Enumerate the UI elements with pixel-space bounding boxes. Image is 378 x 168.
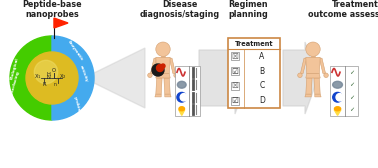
Text: ✓: ✓: [349, 82, 354, 87]
Text: Biological: Biological: [10, 56, 20, 79]
Polygon shape: [156, 57, 170, 74]
Text: ☒: ☒: [232, 52, 239, 61]
Polygon shape: [306, 57, 320, 74]
FancyBboxPatch shape: [330, 66, 358, 116]
Text: B: B: [259, 67, 264, 76]
Text: ☑: ☑: [232, 96, 239, 105]
Polygon shape: [199, 42, 248, 114]
Text: Disease
diagnosis/staging: Disease diagnosis/staging: [140, 0, 220, 19]
Polygon shape: [306, 74, 320, 78]
Polygon shape: [311, 55, 315, 57]
Polygon shape: [315, 94, 321, 97]
Circle shape: [161, 64, 165, 68]
Circle shape: [174, 73, 178, 78]
Text: D: D: [259, 96, 265, 105]
Polygon shape: [156, 74, 170, 78]
Polygon shape: [94, 48, 145, 108]
Polygon shape: [164, 78, 170, 94]
Text: activity: activity: [79, 65, 88, 83]
Text: X$_2$: X$_2$: [59, 73, 67, 81]
Circle shape: [152, 64, 164, 76]
Text: Regimen
planning: Regimen planning: [228, 0, 268, 19]
Text: Treatment: Treatment: [235, 40, 273, 47]
Ellipse shape: [179, 107, 184, 111]
Text: Treatment
outcome assessment: Treatment outcome assessment: [307, 0, 378, 19]
Circle shape: [156, 65, 164, 72]
FancyBboxPatch shape: [231, 52, 239, 60]
Circle shape: [156, 42, 170, 56]
Text: probing: probing: [73, 96, 82, 115]
Circle shape: [26, 52, 78, 104]
Circle shape: [306, 42, 320, 56]
Text: ✓: ✓: [349, 95, 354, 100]
Polygon shape: [156, 78, 162, 94]
Polygon shape: [155, 94, 161, 97]
Text: ✓: ✓: [349, 70, 354, 75]
FancyBboxPatch shape: [231, 97, 239, 105]
Text: R: R: [42, 82, 46, 88]
Polygon shape: [161, 55, 165, 57]
Ellipse shape: [177, 81, 186, 88]
Text: C: C: [259, 81, 265, 90]
Circle shape: [324, 73, 328, 78]
Text: n: n: [54, 81, 56, 87]
Polygon shape: [319, 58, 325, 74]
Circle shape: [180, 94, 187, 101]
Polygon shape: [54, 18, 68, 28]
Text: ☒: ☒: [232, 81, 239, 90]
Text: Enzymatic: Enzymatic: [67, 40, 84, 62]
Polygon shape: [179, 110, 185, 115]
Circle shape: [336, 94, 344, 101]
Circle shape: [34, 60, 58, 84]
Polygon shape: [283, 42, 318, 114]
Ellipse shape: [333, 81, 342, 88]
FancyBboxPatch shape: [228, 38, 280, 108]
Text: interfacing: interfacing: [10, 70, 20, 96]
Text: ☑: ☑: [232, 67, 239, 76]
Polygon shape: [150, 58, 157, 74]
FancyBboxPatch shape: [231, 67, 239, 75]
Text: X$_1$: X$_1$: [34, 73, 42, 81]
Polygon shape: [334, 110, 341, 115]
Text: O: O: [52, 69, 56, 74]
Text: A: A: [259, 52, 265, 61]
Ellipse shape: [335, 107, 341, 111]
Polygon shape: [301, 58, 307, 74]
Polygon shape: [169, 58, 176, 74]
Text: ✓: ✓: [349, 107, 354, 112]
Circle shape: [298, 73, 302, 78]
Polygon shape: [305, 94, 311, 97]
Text: Peptide-base
nanoprobes: Peptide-base nanoprobes: [22, 0, 82, 19]
FancyBboxPatch shape: [231, 82, 239, 90]
Wedge shape: [52, 36, 94, 120]
FancyBboxPatch shape: [175, 66, 200, 116]
Circle shape: [177, 92, 187, 102]
Wedge shape: [10, 36, 52, 120]
Text: N: N: [46, 75, 50, 80]
Polygon shape: [306, 78, 312, 94]
Text: H: H: [46, 73, 50, 77]
Polygon shape: [165, 94, 171, 97]
Circle shape: [148, 73, 152, 78]
Polygon shape: [314, 78, 320, 94]
Circle shape: [333, 92, 342, 102]
